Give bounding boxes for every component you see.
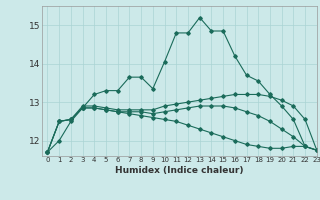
X-axis label: Humidex (Indice chaleur): Humidex (Indice chaleur) bbox=[115, 166, 244, 175]
